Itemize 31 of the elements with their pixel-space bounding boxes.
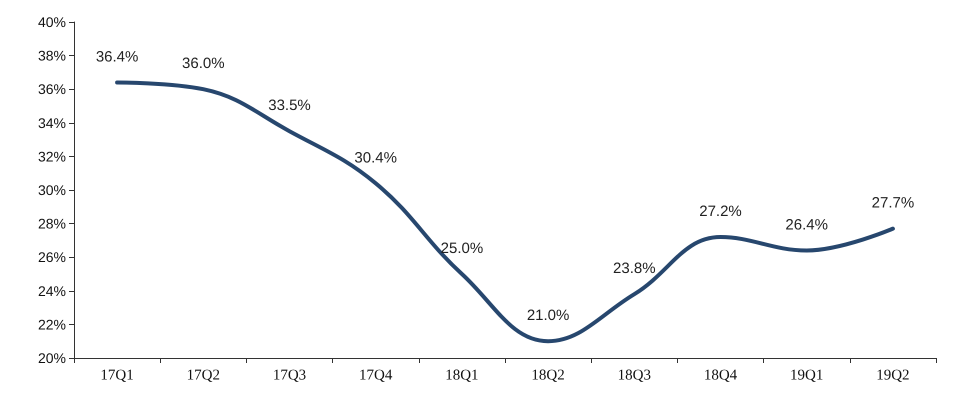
y-tick-label: 20% — [38, 350, 66, 366]
x-tick-label: 17Q4 — [359, 368, 393, 384]
y-tick-label: 34% — [38, 114, 66, 131]
y-tick-label: 40% — [38, 14, 66, 30]
y-tick-label: 30% — [38, 182, 66, 198]
data-label: 36.0% — [182, 55, 225, 72]
x-tick-label: 18Q2 — [531, 368, 565, 384]
x-tick-label: 17Q1 — [100, 368, 134, 384]
data-label: 26.4% — [785, 216, 828, 234]
y-tick-label: 36% — [38, 81, 66, 98]
data-label: 23.8% — [613, 260, 656, 278]
data-label: 21.0% — [526, 307, 570, 324]
x-tick-label: 17Q2 — [186, 368, 220, 384]
data-label: 27.2% — [699, 203, 742, 220]
data-label: 36.4% — [96, 48, 138, 66]
y-tick-label: 28% — [38, 216, 66, 232]
y-tick-label: 22% — [38, 316, 66, 332]
data-label: 30.4% — [354, 149, 397, 166]
x-tick-label: 18Q3 — [618, 368, 651, 384]
y-tick-label: 38% — [38, 48, 66, 64]
x-tick-label: 19Q1 — [790, 368, 824, 384]
x-tick-label: 18Q1 — [445, 368, 479, 384]
y-tick-label: 26% — [38, 249, 66, 266]
y-tick-label: 24% — [38, 282, 66, 299]
x-tick-label: 19Q2 — [876, 368, 910, 384]
x-tick-label: 17Q3 — [272, 368, 306, 384]
y-tick-label: 32% — [38, 148, 66, 164]
data-label: 25.0% — [440, 240, 484, 257]
x-tick-label: 18Q4 — [704, 368, 738, 384]
data-label: 33.5% — [268, 97, 311, 114]
data-label: 27.7% — [872, 194, 914, 212]
